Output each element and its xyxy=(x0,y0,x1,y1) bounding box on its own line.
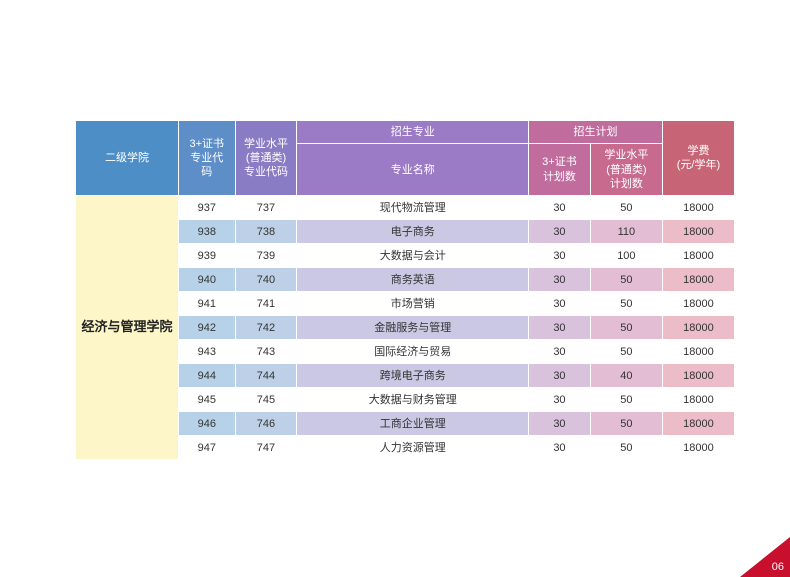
cell-c6: 18000 xyxy=(662,316,734,340)
cell-c2: 737 xyxy=(235,196,297,220)
table-row: 经济与管理学院937737现代物流管理305018000 xyxy=(76,196,735,220)
cell-c5: 50 xyxy=(590,340,662,364)
header-institute: 二级学院 xyxy=(76,121,179,196)
cell-c6: 18000 xyxy=(662,436,734,460)
cell-c3: 人力资源管理 xyxy=(297,436,529,460)
cell-c2: 743 xyxy=(235,340,297,364)
cell-c5: 50 xyxy=(590,196,662,220)
cell-c3: 工商企业管理 xyxy=(297,412,529,436)
cell-c2: 744 xyxy=(235,364,297,388)
cell-c3: 大数据与财务管理 xyxy=(297,388,529,412)
cell-c2: 745 xyxy=(235,388,297,412)
cell-c3: 电子商务 xyxy=(297,220,529,244)
cell-c2: 746 xyxy=(235,412,297,436)
header-code-academic: 学业水平(普通类)专业代码 xyxy=(235,121,297,196)
cell-c2: 747 xyxy=(235,436,297,460)
cell-c5: 110 xyxy=(590,220,662,244)
cell-c6: 18000 xyxy=(662,268,734,292)
cell-c4: 30 xyxy=(529,268,591,292)
cell-c4: 30 xyxy=(529,412,591,436)
cell-c2: 740 xyxy=(235,268,297,292)
cell-c6: 18000 xyxy=(662,292,734,316)
cell-c3: 跨境电子商务 xyxy=(297,364,529,388)
cell-c1: 943 xyxy=(178,340,235,364)
institute-cell: 经济与管理学院 xyxy=(76,196,179,460)
cell-c6: 18000 xyxy=(662,340,734,364)
cell-c4: 30 xyxy=(529,220,591,244)
cell-c4: 30 xyxy=(529,196,591,220)
cell-c5: 50 xyxy=(590,268,662,292)
cell-c1: 937 xyxy=(178,196,235,220)
cell-c3: 市场营销 xyxy=(297,292,529,316)
cell-c6: 18000 xyxy=(662,244,734,268)
header-tuition: 学费(元/学年) xyxy=(662,121,734,196)
cell-c6: 18000 xyxy=(662,412,734,436)
cell-c5: 50 xyxy=(590,436,662,460)
cell-c5: 50 xyxy=(590,316,662,340)
cell-c1: 944 xyxy=(178,364,235,388)
cell-c1: 947 xyxy=(178,436,235,460)
cell-c1: 939 xyxy=(178,244,235,268)
cell-c3: 金融服务与管理 xyxy=(297,316,529,340)
cell-c2: 742 xyxy=(235,316,297,340)
cell-c5: 50 xyxy=(590,292,662,316)
header-major-group: 招生专业 xyxy=(297,121,529,144)
cell-c1: 941 xyxy=(178,292,235,316)
cell-c6: 18000 xyxy=(662,388,734,412)
cell-c2: 741 xyxy=(235,292,297,316)
header-plan-group: 招生计划 xyxy=(529,121,663,144)
enrollment-table: 二级学院 3+证书专业代码 学业水平(普通类)专业代码 招生专业 招生计划 学费… xyxy=(75,120,735,460)
cell-c4: 30 xyxy=(529,364,591,388)
cell-c4: 30 xyxy=(529,292,591,316)
cell-c5: 100 xyxy=(590,244,662,268)
cell-c6: 18000 xyxy=(662,364,734,388)
cell-c1: 945 xyxy=(178,388,235,412)
cell-c6: 18000 xyxy=(662,220,734,244)
cell-c4: 30 xyxy=(529,388,591,412)
cell-c3: 大数据与会计 xyxy=(297,244,529,268)
cell-c5: 50 xyxy=(590,412,662,436)
cell-c5: 50 xyxy=(590,388,662,412)
cell-c5: 40 xyxy=(590,364,662,388)
cell-c3: 商务英语 xyxy=(297,268,529,292)
cell-c4: 30 xyxy=(529,316,591,340)
cell-c2: 738 xyxy=(235,220,297,244)
cell-c1: 946 xyxy=(178,412,235,436)
table-body: 经济与管理学院937737现代物流管理305018000938738电子商务30… xyxy=(76,196,735,460)
cell-c6: 18000 xyxy=(662,196,734,220)
header-major-name: 专业名称 xyxy=(297,144,529,196)
cell-c1: 940 xyxy=(178,268,235,292)
data-table: 二级学院 3+证书专业代码 学业水平(普通类)专业代码 招生专业 招生计划 学费… xyxy=(75,120,735,460)
cell-c4: 30 xyxy=(529,340,591,364)
cell-c4: 30 xyxy=(529,244,591,268)
cell-c3: 现代物流管理 xyxy=(297,196,529,220)
cell-c3: 国际经济与贸易 xyxy=(297,340,529,364)
cell-c2: 739 xyxy=(235,244,297,268)
header-plan3plus: 3+证书计划数 xyxy=(529,144,591,196)
cell-c4: 30 xyxy=(529,436,591,460)
page-number: 06 xyxy=(772,561,784,573)
cell-c1: 938 xyxy=(178,220,235,244)
cell-c1: 942 xyxy=(178,316,235,340)
header-code3plus: 3+证书专业代码 xyxy=(178,121,235,196)
header-plan-academic: 学业水平(普通类)计划数 xyxy=(590,144,662,196)
